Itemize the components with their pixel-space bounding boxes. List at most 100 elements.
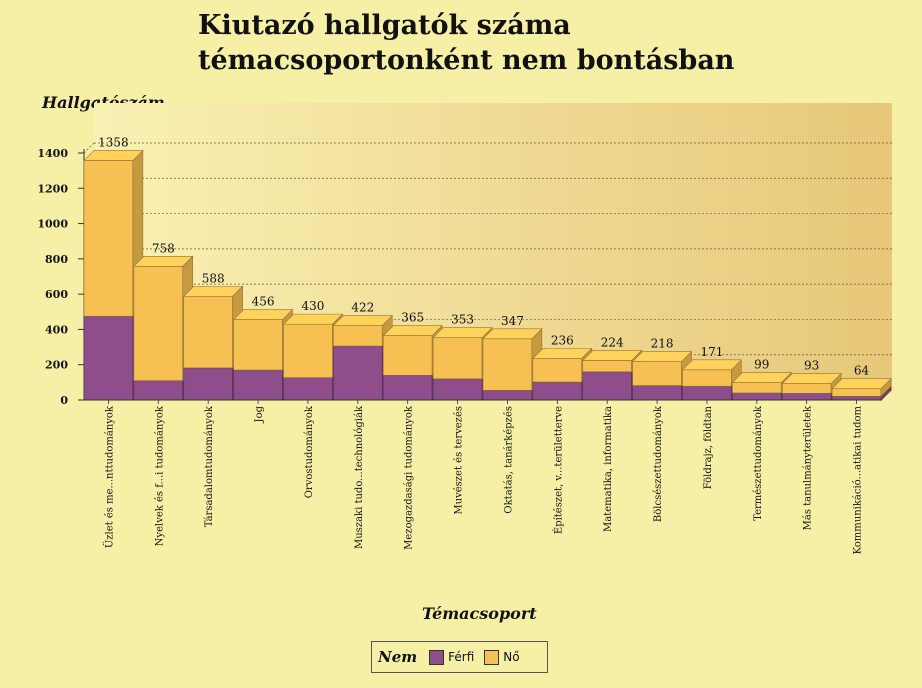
x-tick-label: Társadalomtudományok bbox=[204, 405, 215, 527]
bar-ferfi-front bbox=[283, 377, 333, 401]
y-tick-label: 1400 bbox=[37, 147, 68, 160]
data-label: 99 bbox=[754, 358, 769, 372]
x-tick-label: Matematika, informatika bbox=[603, 406, 614, 532]
bar-no-front bbox=[333, 325, 383, 347]
data-label: 218 bbox=[651, 337, 674, 351]
legend-title: Nem bbox=[378, 648, 418, 666]
y-tick-label: 1000 bbox=[37, 218, 68, 231]
x-tick-label: Természettudományok bbox=[753, 405, 764, 521]
x-tick-label: Nyelvek és f...i tudományok bbox=[154, 405, 165, 546]
chart-title-line-1: Kiutazó hallgatók száma bbox=[198, 10, 571, 41]
bar-ferfi-front bbox=[532, 381, 583, 401]
bar-no-top bbox=[282, 313, 344, 325]
bar-no-front bbox=[732, 382, 782, 394]
data-label: 236 bbox=[551, 333, 574, 347]
bar-chart: 0 200 400 600 800 1000 1200 1400 1358 Üzlet és me… bbox=[37, 103, 893, 554]
bar-no-top bbox=[133, 255, 194, 267]
data-label: 758 bbox=[152, 241, 175, 255]
x-tick-label: Üzlet és me...nttudományok bbox=[103, 405, 115, 548]
bar-no-top bbox=[432, 327, 493, 339]
data-label: 1358 bbox=[98, 135, 129, 149]
data-label: 353 bbox=[451, 313, 474, 327]
y-tick-label: 800 bbox=[45, 253, 68, 266]
x-tick-label: Jog bbox=[254, 405, 265, 423]
bar-no-top bbox=[681, 359, 743, 371]
bar-no-top bbox=[83, 150, 144, 161]
bar-ferfi-front bbox=[632, 385, 682, 401]
data-label: 430 bbox=[301, 299, 324, 313]
bar-no-front bbox=[133, 265, 184, 381]
data-label: 224 bbox=[601, 335, 624, 349]
bar-no-front bbox=[432, 337, 483, 380]
bar-ferfi-front bbox=[732, 392, 782, 401]
bar-no-top bbox=[232, 309, 294, 320]
bar-no-top bbox=[631, 351, 693, 362]
bar-no-front bbox=[382, 335, 433, 376]
legend-item-no: Nő bbox=[484, 649, 520, 665]
bar-no-top bbox=[582, 350, 643, 361]
data-label: 93 bbox=[804, 359, 819, 373]
x-tick-label: Bölcsészettudományok bbox=[653, 405, 664, 522]
legend-swatch-ferfi bbox=[429, 649, 445, 665]
data-label: 365 bbox=[401, 311, 424, 325]
x-tick-label: Orvostudományok bbox=[304, 405, 315, 498]
legend-swatch-no bbox=[484, 649, 500, 665]
bar-ferfi-front bbox=[432, 378, 483, 401]
bar-ferfi-front bbox=[781, 392, 832, 401]
data-label: 64 bbox=[854, 364, 870, 378]
bar-no-top bbox=[482, 328, 543, 340]
bar-ferfi-front bbox=[482, 389, 533, 401]
x-tick-label: Oktatás, tanárképzés bbox=[503, 406, 514, 514]
bar-no-front bbox=[831, 388, 882, 397]
y-tick-label: 200 bbox=[45, 359, 68, 372]
legend: Nem Férfi Nő bbox=[371, 641, 548, 673]
chart-title: Kiutazó hallgatók száma témacsoportonkén… bbox=[198, 8, 898, 78]
bar-ferfi-front bbox=[333, 345, 383, 401]
bar-no-front bbox=[682, 369, 732, 387]
bar-ferfi-front bbox=[133, 380, 184, 401]
bar-no-top bbox=[731, 372, 792, 383]
y-tick-label: 400 bbox=[45, 323, 68, 336]
x-tick-label: Építészet, v...területterve bbox=[552, 406, 564, 534]
legend-item-ferfi: Férfi bbox=[429, 649, 475, 665]
bar-no-front bbox=[183, 295, 233, 369]
x-tick-label: Mezogazdasági tudományok bbox=[404, 405, 415, 550]
bar-ferfi-front bbox=[682, 385, 732, 401]
x-tick-label: Muszaki tudo...technológiák bbox=[354, 405, 365, 549]
x-tick-label: Más tanulmányterületek bbox=[803, 405, 814, 530]
data-label: 588 bbox=[202, 271, 225, 285]
data-label: 456 bbox=[252, 295, 275, 309]
bar-no-front bbox=[582, 360, 632, 373]
bar-no-front bbox=[532, 358, 583, 383]
chart-title-line-2: témacsoportonként nem bontásban bbox=[198, 45, 735, 76]
bar-ferfi-front bbox=[83, 315, 134, 401]
x-tick-label: Földrajz, földtan bbox=[703, 405, 714, 489]
y-tick-label: 0 bbox=[60, 394, 68, 407]
bar-no-top bbox=[532, 348, 593, 359]
bar-no-top bbox=[382, 325, 443, 336]
bar-no-top bbox=[332, 315, 393, 326]
data-label: 171 bbox=[700, 345, 723, 359]
y-tick-label: 600 bbox=[45, 288, 68, 301]
data-label: 347 bbox=[501, 314, 524, 328]
bar-no-front bbox=[632, 361, 682, 386]
bar-no-top bbox=[831, 378, 892, 390]
bar-ferfi-front bbox=[831, 395, 882, 401]
bar-no-front bbox=[233, 319, 283, 371]
y-tick-label: 1200 bbox=[37, 182, 68, 195]
data-label: 422 bbox=[351, 301, 374, 315]
bar-no-front bbox=[83, 160, 134, 317]
x-tick-label: Muvészet és tervezés bbox=[454, 406, 465, 515]
bar-no-front bbox=[781, 383, 832, 394]
bar-no-front bbox=[283, 323, 333, 378]
bar-ferfi-front bbox=[183, 367, 233, 401]
bar-no-top bbox=[781, 373, 842, 384]
legend-label-ferfi: Férfi bbox=[448, 650, 475, 664]
x-axis-label: Témacsoport bbox=[422, 604, 537, 623]
x-tick-label: Kommunikáció...atikai tudom bbox=[853, 405, 864, 554]
bar-no-top bbox=[183, 285, 244, 297]
bar-ferfi-front bbox=[382, 374, 433, 401]
bar-ferfi-front bbox=[582, 371, 632, 401]
legend-label-no: Nő bbox=[503, 650, 520, 664]
bar-ferfi-front bbox=[233, 369, 283, 401]
